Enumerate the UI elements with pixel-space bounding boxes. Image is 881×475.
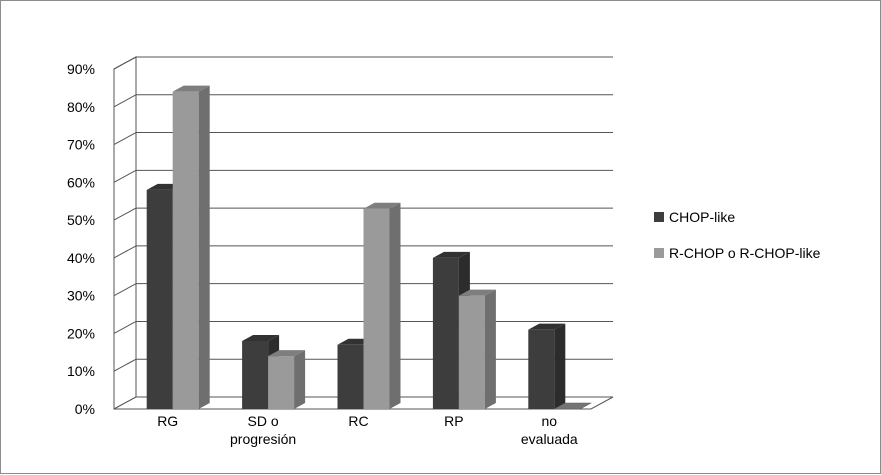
gridline-diagonal <box>113 94 137 108</box>
y-tick-label: 70% <box>67 137 95 153</box>
x-tick-label: RC <box>348 413 368 429</box>
bar-front <box>268 356 295 409</box>
bar <box>172 85 210 410</box>
y-tick-label: 50% <box>67 212 95 228</box>
x-tick-label: RG <box>157 413 178 429</box>
left-wall <box>113 56 137 410</box>
bar-side <box>294 350 306 409</box>
bar-front <box>146 189 173 409</box>
gridline-diagonal <box>113 56 137 70</box>
gridline-diagonal <box>113 321 137 334</box>
bar-front <box>458 295 485 409</box>
legend-label: R-CHOP o R-CHOP-like <box>669 245 821 261</box>
x-axis-labels: RG SD o progresión RC RP no evaluada <box>157 413 578 447</box>
bar-front <box>528 329 555 409</box>
bar-side <box>198 85 210 410</box>
bar <box>554 402 592 410</box>
bar-top <box>268 350 306 357</box>
bar-front <box>242 341 269 409</box>
gridline-diagonal <box>113 283 137 297</box>
bar-side <box>484 289 496 409</box>
bar <box>528 323 566 409</box>
legend-swatch <box>654 212 664 222</box>
y-tick-label: 20% <box>67 325 95 341</box>
gridline-diagonal <box>113 358 137 372</box>
bar-front <box>363 208 390 409</box>
bar <box>363 202 401 409</box>
y-tick-label: 80% <box>67 99 95 115</box>
bar-top <box>242 335 280 341</box>
gridline-diagonal <box>113 169 137 183</box>
y-tick-label: 30% <box>67 288 95 304</box>
legend: CHOP-like R-CHOP o R-CHOP-like <box>654 209 821 261</box>
bar-top <box>363 202 401 209</box>
bar-top <box>172 85 210 92</box>
bar <box>268 350 306 409</box>
bar-top <box>458 289 496 296</box>
x-tick-label: no evaluada <box>521 413 578 447</box>
bar-front <box>172 91 199 410</box>
y-axis-ticks: 0% 10% 20% 30% 40% 50% 60% 70% 80% 90% <box>67 61 95 417</box>
y-tick-label: 0% <box>75 401 95 417</box>
bar-top <box>528 323 566 330</box>
x-tick-label: RP <box>444 413 463 429</box>
legend-label: CHOP-like <box>669 209 735 225</box>
bar-front <box>432 257 459 409</box>
bar-top <box>432 251 470 258</box>
bars <box>146 85 592 410</box>
gridline-diagonal <box>113 245 137 259</box>
bar-front <box>337 344 364 409</box>
gridline-diagonal <box>113 132 137 145</box>
x-tick-label: SD o progresión <box>230 413 296 447</box>
y-tick-label: 90% <box>67 61 95 77</box>
bar-side <box>554 323 566 409</box>
legend-swatch <box>654 248 664 258</box>
bar <box>458 289 496 409</box>
bar-flat <box>554 402 592 410</box>
y-tick-label: 40% <box>67 250 95 266</box>
bar-side <box>389 202 401 409</box>
gridline-diagonal <box>113 207 137 221</box>
y-tick-label: 60% <box>67 174 95 190</box>
y-tick-label: 10% <box>67 363 95 379</box>
